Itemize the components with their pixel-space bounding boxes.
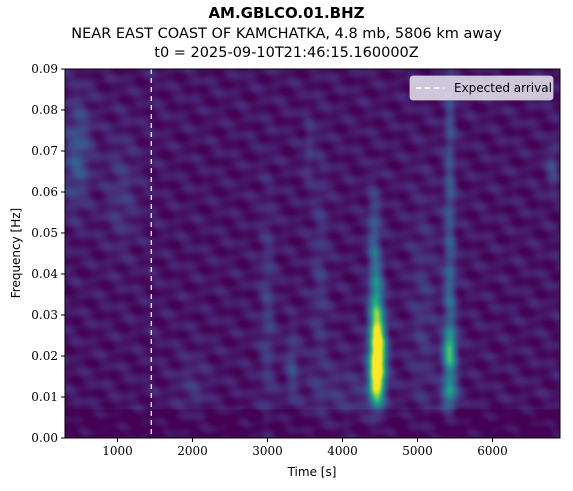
- spectrogram-heatmap: [65, 69, 560, 438]
- x-tick-label: 3000: [252, 444, 283, 458]
- legend-box: [409, 75, 554, 101]
- y-tick-label: 0.05: [31, 226, 58, 240]
- legend: Expected arrival: [409, 75, 554, 101]
- y-tick-label: 0.04: [31, 267, 58, 281]
- x-tick-label: 1000: [102, 444, 133, 458]
- x-tick-label: 2000: [177, 444, 208, 458]
- y-tick-label: 0.06: [31, 185, 58, 199]
- y-tick-label: 0.09: [31, 62, 58, 76]
- chart-title: AM.GBLCO.01.BHZ: [208, 4, 365, 22]
- x-tick-label: 6000: [477, 444, 508, 458]
- x-tick-label: 4000: [327, 444, 358, 458]
- y-tick-label: 0.03: [31, 308, 58, 322]
- y-tick-label: 0.01: [31, 390, 58, 404]
- y-tick-label: 0.08: [31, 103, 58, 117]
- y-tick-label: 0.02: [31, 349, 58, 363]
- y-tick-label: 0.07: [31, 144, 58, 158]
- x-tick-label: 5000: [402, 444, 433, 458]
- y-tick-label: 0.00: [31, 431, 58, 445]
- chart-subtitle-t0: t0 = 2025-09-10T21:46:15.160000Z: [154, 45, 419, 61]
- chart-subtitle-event: NEAR EAST COAST OF KAMCHATKA, 4.8 mb, 58…: [71, 26, 502, 42]
- x-axis-label: Time [s]: [287, 465, 337, 479]
- plot-frame: [64, 68, 561, 439]
- legend-label-expected-arrival: Expected arrival: [454, 81, 552, 95]
- y-axis-label: Frequency [Hz]: [9, 208, 23, 299]
